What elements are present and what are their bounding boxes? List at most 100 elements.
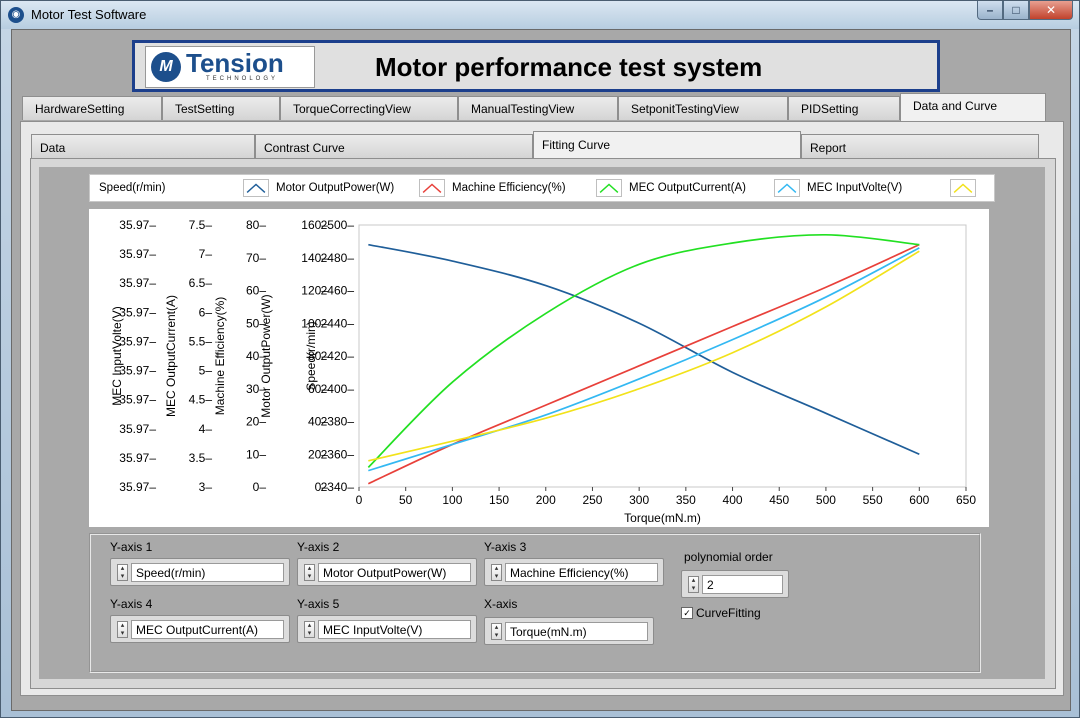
y-axis-1-label: Y-axis 1 bbox=[110, 540, 153, 554]
y-tick-label: 80– bbox=[308, 349, 328, 363]
x-tick-label: 150 bbox=[489, 493, 509, 507]
y-axis-4-value: MEC OutputCurrent(A) bbox=[131, 620, 284, 639]
x-tick-label: 0 bbox=[356, 493, 363, 507]
tab-testsetting[interactable]: TestSetting bbox=[162, 96, 280, 120]
legend-item[interactable]: Machine Efficiency(%) bbox=[419, 178, 566, 198]
tab-pidsetting[interactable]: PIDSetting bbox=[788, 96, 900, 120]
tab-manualtestingview[interactable]: ManualTestingView bbox=[458, 96, 618, 120]
fitting-curve-panel: Speed(r/min) Motor OutputPower(W) Machin… bbox=[30, 158, 1056, 689]
y-tick-label: 100– bbox=[301, 316, 328, 330]
series-line bbox=[367, 233, 920, 468]
y-tick-label: 140– bbox=[301, 251, 328, 265]
y-axis-5-select[interactable]: ▴ ▾ MEC InputVolte(V) bbox=[297, 615, 477, 643]
y-axis-3-select[interactable]: ▴ ▾ Machine Efficiency(%) bbox=[484, 558, 664, 586]
spin-arrows-icon[interactable]: ▴ ▾ bbox=[117, 621, 128, 638]
y-tick-label: 80– bbox=[246, 218, 266, 232]
y-tick-label: 35.97– bbox=[119, 276, 156, 290]
title-bar: ◉ Motor Test Software – □ ✕ bbox=[1, 1, 1079, 29]
spin-arrows-icon[interactable]: ▴ ▾ bbox=[117, 564, 128, 581]
y-tick-label: 6.5– bbox=[189, 276, 213, 290]
series-line bbox=[368, 243, 920, 456]
y-axis-4-select[interactable]: ▴ ▾ MEC OutputCurrent(A) bbox=[110, 615, 290, 643]
tension-logo: M Tension TECHNOLOGY bbox=[145, 46, 315, 88]
legend-label: Machine Efficiency(%) bbox=[452, 182, 566, 194]
y-tick-label: 3.5– bbox=[189, 451, 213, 465]
series-line bbox=[367, 243, 920, 485]
minimize-button[interactable]: – bbox=[977, 1, 1003, 20]
window-title: Motor Test Software bbox=[31, 7, 147, 22]
axis-settings-frame: Y-axis 1 ▴ ▾ Speed(r/min) Y-axis 2 ▴ ▾ Mot… bbox=[89, 533, 981, 673]
y-tick-label: 35.97– bbox=[119, 334, 156, 348]
legend-swatch-icon bbox=[950, 179, 976, 197]
y-tick-label: 5– bbox=[199, 364, 213, 378]
y-tick-label: 40– bbox=[246, 349, 266, 363]
y-axis-title: Machine Efficiency(%) bbox=[213, 297, 227, 416]
y-tick-label: 2500– bbox=[321, 218, 355, 232]
tab-setponittestingview[interactable]: SetponitTestingView bbox=[618, 96, 788, 120]
header-banner: M Tension TECHNOLOGY Motor performance t… bbox=[132, 40, 940, 92]
y-axis-2-select[interactable]: ▴ ▾ Motor OutputPower(W) bbox=[297, 558, 477, 586]
y-tick-label: 6– bbox=[199, 305, 213, 319]
x-tick-label: 50 bbox=[399, 493, 413, 507]
x-axis-select[interactable]: ▴ ▾ Torque(mN.m) bbox=[484, 617, 654, 645]
x-axis-label: X-axis bbox=[484, 597, 518, 611]
y-tick-label: 5.5– bbox=[189, 334, 213, 348]
legend-swatch-icon bbox=[774, 179, 800, 197]
spin-arrows-icon[interactable]: ▴ ▾ bbox=[491, 564, 502, 581]
y-tick-label: 10– bbox=[246, 447, 266, 461]
y-tick-label: 2460– bbox=[321, 284, 355, 298]
spin-arrows-icon[interactable]: ▴ ▾ bbox=[491, 623, 502, 640]
tab-fitting-curve[interactable]: Fitting Curve bbox=[533, 131, 801, 159]
y-tick-label: 2440– bbox=[321, 316, 355, 330]
x-tick-label: 350 bbox=[676, 493, 696, 507]
legend-label: MEC InputVolte(V) bbox=[807, 182, 903, 194]
y-tick-label: 120– bbox=[301, 284, 328, 298]
x-tick-label: 300 bbox=[629, 493, 649, 507]
y-axis-title: Speed(r/min) bbox=[304, 321, 318, 390]
y-tick-label: 0– bbox=[253, 480, 267, 494]
y-tick-label: 7.5– bbox=[189, 218, 213, 232]
tab-data[interactable]: Data bbox=[31, 134, 255, 158]
spin-arrows-icon[interactable]: ▴ ▾ bbox=[304, 621, 315, 638]
curve-fitting-checkbox[interactable]: ✓ CurveFitting bbox=[681, 606, 761, 620]
y-tick-label: 50– bbox=[246, 316, 266, 330]
tab-data-and-curve[interactable]: Data and Curve bbox=[900, 93, 1046, 121]
tab-contrast-curve[interactable]: Contrast Curve bbox=[255, 134, 533, 158]
x-tick-label: 500 bbox=[816, 493, 836, 507]
y-tick-label: 35.97– bbox=[119, 247, 156, 261]
logo-mark-icon: M bbox=[151, 52, 181, 82]
y-axis-1-select[interactable]: ▴ ▾ Speed(r/min) bbox=[110, 558, 290, 586]
legend-item[interactable]: MEC InputVolte(V) bbox=[774, 178, 902, 198]
sub-tab-bar: Data Contrast Curve Fitting Curve Report bbox=[31, 131, 1057, 159]
y-tick-label: 35.97– bbox=[119, 218, 156, 232]
tab-torquecorrectingview[interactable]: TorqueCorrectingView bbox=[280, 96, 458, 120]
x-tick-label: 250 bbox=[582, 493, 602, 507]
y-tick-label: 70– bbox=[246, 251, 266, 265]
spin-arrows-icon[interactable]: ▴ ▾ bbox=[688, 576, 699, 593]
close-button[interactable]: ✕ bbox=[1029, 1, 1073, 20]
y-axis-3-label: Y-axis 3 bbox=[484, 540, 527, 554]
fitting-curve-chart[interactable]: 35.97– 35.97– 35.97– 35.97– 35.97– 35.97– 35.9… bbox=[89, 209, 989, 527]
legend-item[interactable]: Motor OutputPower(W) bbox=[243, 178, 394, 198]
y-tick-label: 35.97– bbox=[119, 393, 156, 407]
spin-arrows-icon[interactable]: ▴ ▾ bbox=[304, 564, 315, 581]
legend-label: Motor OutputPower(W) bbox=[276, 182, 395, 194]
y-tick-label: 60– bbox=[308, 382, 328, 396]
logo-text: Tension bbox=[186, 48, 284, 78]
y-tick-label: 2400– bbox=[321, 382, 355, 396]
data-and-curve-panel: Data Contrast Curve Fitting Curve Report… bbox=[20, 121, 1064, 696]
tab-hardwaresetting[interactable]: HardwareSetting bbox=[22, 96, 162, 120]
polynomial-order-value[interactable]: 2 bbox=[702, 575, 783, 594]
y-axis-4-label: Y-axis 4 bbox=[110, 597, 153, 611]
chart-legend: Speed(r/min) Motor OutputPower(W) Machin… bbox=[89, 174, 995, 202]
polynomial-order-stepper[interactable]: ▴ ▾ 2 bbox=[681, 570, 789, 598]
checkmark-icon[interactable]: ✓ bbox=[681, 607, 693, 619]
tab-report[interactable]: Report bbox=[801, 134, 1039, 158]
legend-item[interactable] bbox=[950, 178, 983, 198]
client-area: M Tension TECHNOLOGY Motor performance t… bbox=[11, 29, 1071, 711]
legend-item[interactable]: MEC OutputCurrent(A) bbox=[596, 178, 746, 198]
y-axis-title: MEC OutputCurrent(A) bbox=[164, 295, 178, 417]
series-line bbox=[368, 250, 920, 462]
maximize-button[interactable]: □ bbox=[1003, 1, 1029, 20]
